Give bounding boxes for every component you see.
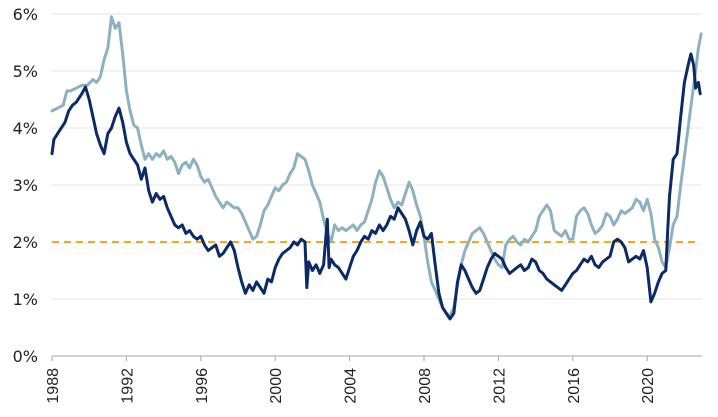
y-tick-label: 6% xyxy=(13,5,38,24)
x-tick-label: 2004 xyxy=(343,368,360,404)
gridlines xyxy=(52,13,702,300)
x-axis: 1988 1992 1996 2000 2004 2008 2012 2016 2020 xyxy=(45,355,702,404)
x-tick-label: 2012 xyxy=(491,368,508,404)
y-tick-label: 5% xyxy=(13,62,38,81)
x-tick-label: 1988 xyxy=(45,368,62,404)
x-tick-label: 2016 xyxy=(566,368,583,404)
y-axis: 0% 1% 2% 3% 4% 5% 6% xyxy=(13,5,38,366)
x-tick-label: 1996 xyxy=(194,368,211,404)
y-tick-label: 0% xyxy=(13,347,38,366)
x-tick-label: 2020 xyxy=(640,368,657,404)
y-tick-label: 4% xyxy=(13,119,38,138)
x-tick-label: 1992 xyxy=(119,368,136,404)
y-tick-label: 2% xyxy=(13,233,38,252)
x-tick-label: 2008 xyxy=(417,368,434,404)
x-tick-label: 2000 xyxy=(268,368,285,404)
y-tick-label: 1% xyxy=(13,290,38,309)
y-tick-label: 3% xyxy=(13,176,38,195)
dark-series-line xyxy=(50,52,702,321)
light-series-line xyxy=(50,15,703,318)
series-group xyxy=(50,15,703,321)
